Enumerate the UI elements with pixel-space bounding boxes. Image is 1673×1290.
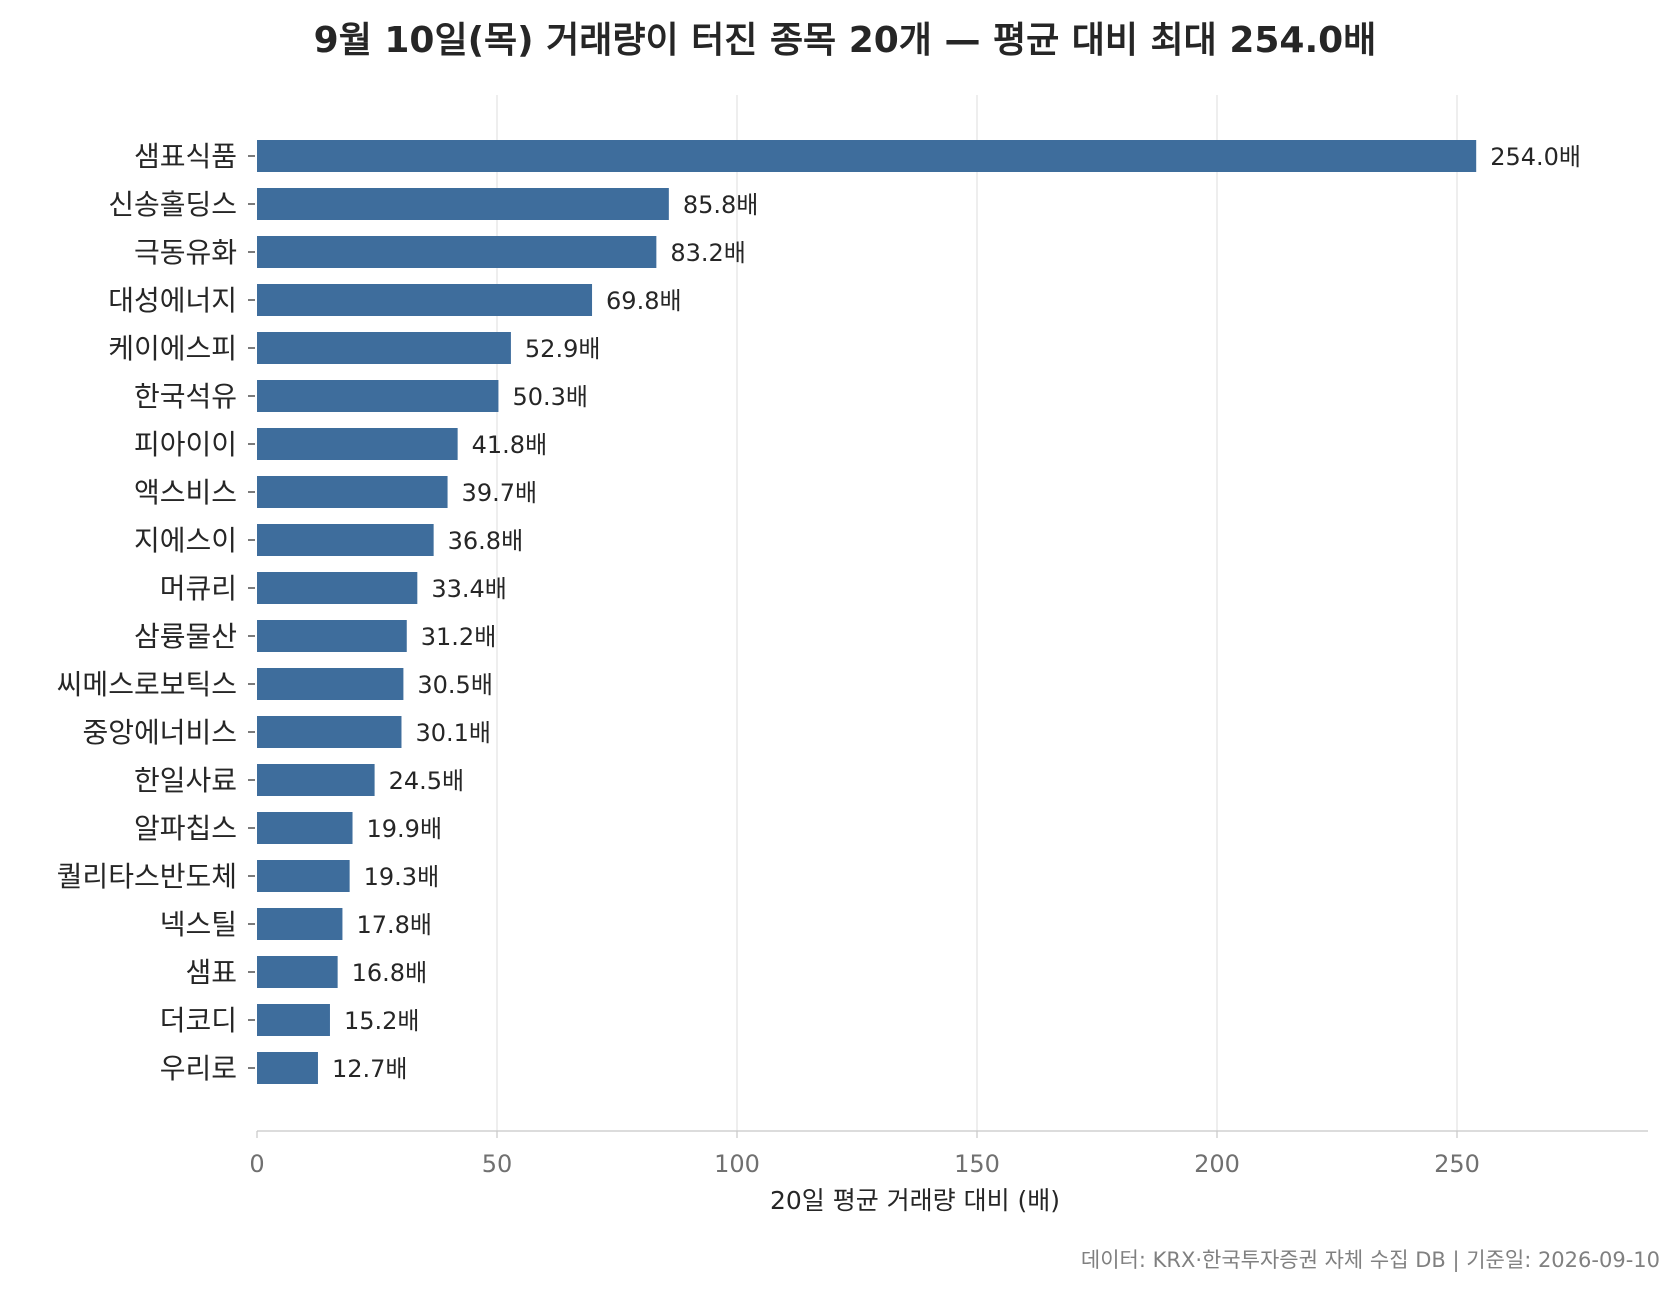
data-label: 31.2배: [421, 623, 497, 651]
x-tick-label: 50: [482, 1150, 513, 1178]
x-axis-label: 20일 평균 거래량 대비 (배): [770, 1186, 1060, 1215]
data-label: 19.3배: [364, 863, 440, 891]
bar: [257, 380, 499, 412]
bar: [257, 668, 404, 700]
category-label: 극동유화: [134, 236, 237, 269]
x-tick-label: 250: [1434, 1150, 1480, 1178]
data-label: 39.7배: [462, 479, 538, 507]
category-label: 케이에스피: [108, 332, 237, 365]
bar: [257, 188, 669, 220]
category-label: 지에스이: [134, 524, 237, 557]
bar: [257, 716, 402, 748]
bar: [257, 908, 343, 940]
bar: [257, 476, 448, 508]
category-label: 머큐리: [160, 572, 237, 605]
category-label: 샘표: [185, 956, 237, 989]
category-label: 삼륭물산: [134, 620, 237, 653]
chart-title: 9월 10일(목) 거래량이 터진 종목 20개 — 평균 대비 최대 254.…: [314, 20, 1377, 61]
category-label: 씨메스로보틱스: [57, 668, 237, 701]
bar: [257, 284, 593, 316]
x-tick-label: 150: [954, 1150, 1000, 1178]
category-label: 샘표식품: [134, 140, 237, 173]
bar: [257, 812, 353, 844]
data-label: 30.5배: [417, 671, 493, 699]
x-axis: 0 50 100 150 200 250: [249, 1130, 1648, 1178]
category-label: 액스비스: [134, 476, 237, 509]
data-label: 41.8배: [472, 431, 548, 459]
bar: [257, 1052, 318, 1084]
data-label: 16.8배: [352, 959, 428, 987]
data-label: 15.2배: [344, 1007, 420, 1035]
bar: [257, 860, 350, 892]
data-label: 12.7배: [332, 1055, 408, 1083]
data-label: 254.0배: [1490, 143, 1581, 171]
category-label: 우리로: [160, 1052, 237, 1085]
bar: [257, 332, 511, 364]
x-tick-label: 200: [1194, 1150, 1240, 1178]
bars: [257, 140, 1477, 1084]
category-label: 알파칩스: [134, 812, 237, 845]
data-label: 85.8배: [683, 191, 759, 219]
data-label: 52.9배: [525, 335, 601, 363]
data-label: 19.9배: [367, 815, 443, 843]
bar: [257, 620, 407, 652]
data-label: 17.8배: [356, 911, 432, 939]
category-label: 중앙에너비스: [82, 716, 237, 749]
x-tick-label: 100: [714, 1150, 760, 1178]
category-label: 한일사료: [134, 764, 237, 797]
bar: [257, 1004, 330, 1036]
bar: [257, 428, 458, 460]
bar: [257, 572, 418, 604]
data-label: 50.3배: [512, 383, 588, 411]
gridlines: [496, 95, 1458, 1131]
category-label: 퀄리타스반도체: [57, 860, 237, 893]
category-label: 넥스틸: [160, 908, 237, 941]
category-label: 한국석유: [134, 380, 237, 413]
data-label: 33.4배: [431, 575, 507, 603]
bar: [257, 524, 434, 556]
bar: [257, 236, 657, 268]
category-label: 대성에너지: [108, 284, 237, 317]
category-label: 더코디: [160, 1004, 237, 1037]
category-label: 신송홀딩스: [108, 188, 237, 221]
bar: [257, 764, 375, 796]
data-label: 69.8배: [606, 287, 682, 315]
data-label: 83.2배: [670, 239, 746, 267]
category-label: 피아이이: [134, 428, 237, 461]
data-label: 36.8배: [448, 527, 524, 555]
x-tick-label: 0: [249, 1150, 264, 1178]
category-labels: 샘표식품신송홀딩스극동유화대성에너지케이에스피한국석유피아이이액스비스지에스이머…: [57, 140, 255, 1085]
source-note: 데이터: KRX·한국투자증권 자체 수집 DB | 기준일: 2026-09-…: [1081, 1248, 1660, 1273]
data-label: 30.1배: [415, 719, 491, 747]
bar: [257, 140, 1477, 172]
bar: [257, 956, 338, 988]
data-label: 24.5배: [389, 767, 465, 795]
